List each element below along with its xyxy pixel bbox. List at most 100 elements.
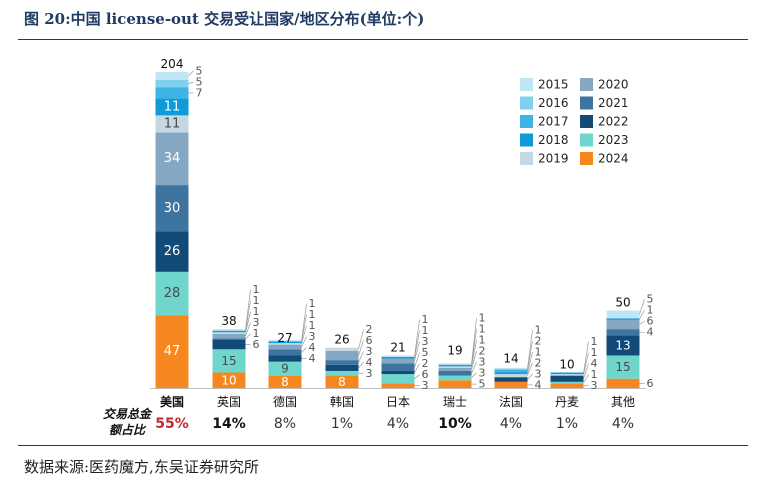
legend-swatch-2021 (580, 96, 593, 110)
bar-segment-2024 (212, 372, 246, 388)
bar-segment-2024 (606, 378, 640, 388)
data-label-outside: 1 (253, 283, 260, 296)
leader-line (639, 320, 645, 325)
bar-segment-2023 (550, 381, 584, 384)
leader-line (414, 352, 420, 368)
category-label: 德国 (273, 394, 297, 409)
leader-line (301, 325, 307, 344)
category-label: 丹麦 (555, 395, 579, 409)
bar-segment-2024 (325, 375, 359, 388)
leader-line (245, 289, 251, 330)
data-label-outside: 6 (253, 338, 260, 351)
data-label-outside: 1 (309, 297, 316, 310)
data-label-outside: 7 (196, 86, 203, 99)
leader-line (471, 372, 477, 379)
leader-line (471, 361, 477, 374)
bar-segment-2016 (155, 79, 189, 88)
data-label-outside: 4 (366, 356, 373, 369)
bar-segment-2020 (212, 333, 246, 339)
bar-segment-2021 (268, 349, 302, 356)
bar-total-label: 10 (559, 358, 574, 372)
data-label-outside: 1 (591, 335, 598, 348)
bar-segment-2020 (155, 132, 189, 186)
data-label: 47 (164, 344, 181, 359)
leader-line (358, 340, 364, 356)
bar-segment-2021 (212, 338, 246, 340)
data-label-outside: 1 (535, 323, 542, 336)
bar-segment-2018 (155, 98, 189, 116)
data-label-outside: 5 (196, 64, 203, 77)
data-label-outside: 1 (479, 323, 486, 336)
bar-segment-2022 (606, 335, 640, 356)
data-label: 8 (281, 375, 289, 389)
bar-segment-2017 (155, 87, 189, 99)
data-label-outside: 1 (253, 305, 260, 318)
data-label-outside: 5 (422, 346, 429, 359)
leader-line (639, 299, 645, 315)
bar-segment-2022 (494, 377, 528, 382)
legend-label: 2020 (598, 78, 629, 92)
bar-segment-2020 (438, 367, 472, 371)
leader-line (639, 310, 645, 320)
legend-swatch-2018 (520, 133, 533, 147)
legend-swatch-2024 (580, 152, 593, 165)
bar-segment-2017 (494, 369, 528, 373)
bar-segment-2024 (381, 383, 415, 388)
leader-line (527, 351, 533, 374)
category-label: 韩国 (330, 394, 354, 409)
bar-total-label: 38 (221, 314, 236, 328)
bar-segment-2023 (155, 271, 189, 316)
data-label-outside: 1 (479, 334, 486, 347)
legend-swatch-2020 (580, 78, 593, 91)
bar-segment-2023 (212, 349, 246, 373)
legend-swatch-2022 (580, 115, 593, 128)
data-label-outside: 1 (479, 312, 486, 325)
category-label: 美国 (160, 394, 184, 409)
bar-segment-2015 (606, 310, 640, 319)
bar-segment-2015 (212, 329, 246, 331)
data-label-outside: 4 (647, 326, 654, 339)
leader-line (414, 374, 420, 379)
data-label-outside: 3 (366, 367, 373, 380)
category-label: 英国 (217, 395, 241, 409)
bar-segment-2019 (212, 332, 246, 334)
bar-segment-2020 (325, 350, 359, 361)
data-label: 26 (164, 244, 181, 259)
bar-segment-2022 (325, 364, 359, 371)
bar-segment-2021 (155, 185, 189, 232)
bar-segment-2018 (438, 364, 472, 367)
bar-segment-2023 (381, 374, 415, 384)
bar-segment-2022 (550, 375, 584, 382)
data-source: 数据来源:医药魔方,东吴证券研究所 (24, 458, 259, 476)
bar-segment-2023 (268, 361, 302, 376)
source-rule (18, 445, 748, 446)
leader-line (414, 330, 420, 358)
legend-swatch-2015 (520, 78, 533, 91)
data-label-outside: 4 (535, 378, 542, 391)
bar-segment-2023 (438, 375, 472, 381)
bar-segment-2015 (494, 367, 528, 370)
share-label: 14% (212, 416, 246, 432)
bar-segment-2019 (268, 343, 302, 345)
data-label-outside: 1 (591, 346, 598, 359)
bar-total-label: 19 (447, 344, 462, 358)
data-label-outside: 4 (309, 341, 316, 354)
leader-line (301, 347, 307, 353)
category-label: 瑞士 (443, 395, 467, 409)
bar-segment-2019 (438, 366, 472, 368)
legend-swatch-2016 (520, 96, 533, 110)
data-label-outside: 6 (422, 368, 429, 381)
leader-line (358, 362, 364, 369)
data-label: 28 (164, 286, 181, 301)
bar-segment-2023 (325, 370, 359, 376)
data-label: 10 (221, 373, 236, 387)
bar-segment-2015 (381, 355, 415, 358)
bar-segment-2022 (212, 339, 246, 350)
legend-label: 2024 (598, 152, 629, 166)
leader-line (527, 362, 533, 376)
data-label-outside: 6 (366, 334, 373, 347)
legend-label: 2023 (598, 133, 629, 147)
data-label-outside: 2 (535, 356, 542, 369)
data-label-outside: 5 (647, 293, 654, 306)
leader-line (245, 322, 251, 337)
